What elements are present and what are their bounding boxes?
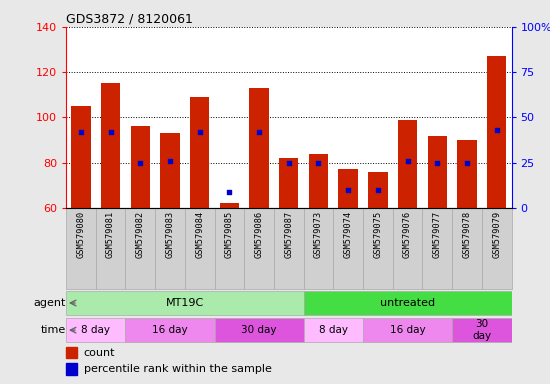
Point [492, 127, 501, 133]
Text: GSM579084: GSM579084 [195, 210, 204, 258]
Bar [487, 56, 507, 208]
FancyBboxPatch shape [452, 318, 512, 343]
Bar [71, 106, 91, 208]
Text: agent: agent [34, 298, 66, 308]
Point [255, 129, 263, 135]
FancyBboxPatch shape [96, 208, 125, 290]
Text: GDS3872 / 8120061: GDS3872 / 8120061 [66, 13, 193, 26]
Point [314, 160, 323, 166]
Point [225, 189, 234, 195]
Point [344, 187, 353, 193]
FancyBboxPatch shape [155, 208, 185, 290]
Point [403, 158, 412, 164]
Text: time: time [41, 325, 66, 335]
Bar [338, 169, 358, 208]
Point [195, 129, 204, 135]
Text: GSM579075: GSM579075 [373, 210, 382, 258]
FancyBboxPatch shape [185, 208, 214, 290]
FancyBboxPatch shape [304, 318, 363, 343]
FancyBboxPatch shape [482, 208, 512, 290]
FancyBboxPatch shape [393, 208, 422, 290]
Text: 16 day: 16 day [390, 325, 425, 335]
FancyBboxPatch shape [66, 291, 304, 315]
FancyBboxPatch shape [333, 208, 363, 290]
Bar [66, 363, 77, 375]
Bar [130, 126, 150, 208]
Bar [160, 133, 180, 208]
FancyBboxPatch shape [422, 208, 452, 290]
FancyBboxPatch shape [363, 318, 452, 343]
Text: GSM579076: GSM579076 [403, 210, 412, 258]
Text: GSM579083: GSM579083 [166, 210, 174, 258]
Text: GSM579087: GSM579087 [284, 210, 293, 258]
FancyBboxPatch shape [214, 208, 244, 290]
Bar [368, 172, 388, 208]
Text: GSM579077: GSM579077 [433, 210, 442, 258]
Bar [427, 136, 447, 208]
Bar [457, 140, 477, 208]
Point [136, 160, 145, 166]
Text: GSM579080: GSM579080 [76, 210, 85, 258]
Bar [249, 88, 269, 208]
Text: GSM579086: GSM579086 [255, 210, 263, 258]
Point [76, 129, 85, 135]
Point [284, 160, 293, 166]
Text: GSM579079: GSM579079 [492, 210, 501, 258]
Bar [279, 158, 299, 208]
Text: count: count [84, 348, 116, 358]
Bar [101, 83, 120, 208]
FancyBboxPatch shape [274, 208, 304, 290]
Text: 30 day: 30 day [241, 325, 277, 335]
Bar [309, 154, 328, 208]
FancyBboxPatch shape [244, 208, 274, 290]
Point [463, 160, 471, 166]
Point [373, 187, 382, 193]
Text: GSM579074: GSM579074 [344, 210, 353, 258]
Point [106, 129, 115, 135]
Bar [190, 97, 210, 208]
Text: percentile rank within the sample: percentile rank within the sample [84, 364, 272, 374]
Point [166, 158, 174, 164]
Bar [66, 347, 77, 358]
FancyBboxPatch shape [452, 208, 482, 290]
FancyBboxPatch shape [125, 318, 214, 343]
Text: 16 day: 16 day [152, 325, 188, 335]
Text: MT19C: MT19C [166, 298, 204, 308]
FancyBboxPatch shape [363, 208, 393, 290]
FancyBboxPatch shape [304, 291, 512, 315]
FancyBboxPatch shape [125, 208, 155, 290]
FancyBboxPatch shape [304, 208, 333, 290]
Text: 30
day: 30 day [472, 319, 491, 341]
Text: GSM579081: GSM579081 [106, 210, 115, 258]
Point [433, 160, 442, 166]
FancyBboxPatch shape [66, 318, 125, 343]
Text: GSM579082: GSM579082 [136, 210, 145, 258]
Text: GSM579085: GSM579085 [225, 210, 234, 258]
Bar [219, 204, 239, 208]
FancyBboxPatch shape [214, 318, 304, 343]
Text: untreated: untreated [380, 298, 435, 308]
FancyBboxPatch shape [66, 208, 96, 290]
Text: 8 day: 8 day [81, 325, 110, 335]
Bar [398, 120, 417, 208]
Text: GSM579078: GSM579078 [463, 210, 471, 258]
Text: GSM579073: GSM579073 [314, 210, 323, 258]
Text: 8 day: 8 day [319, 325, 348, 335]
